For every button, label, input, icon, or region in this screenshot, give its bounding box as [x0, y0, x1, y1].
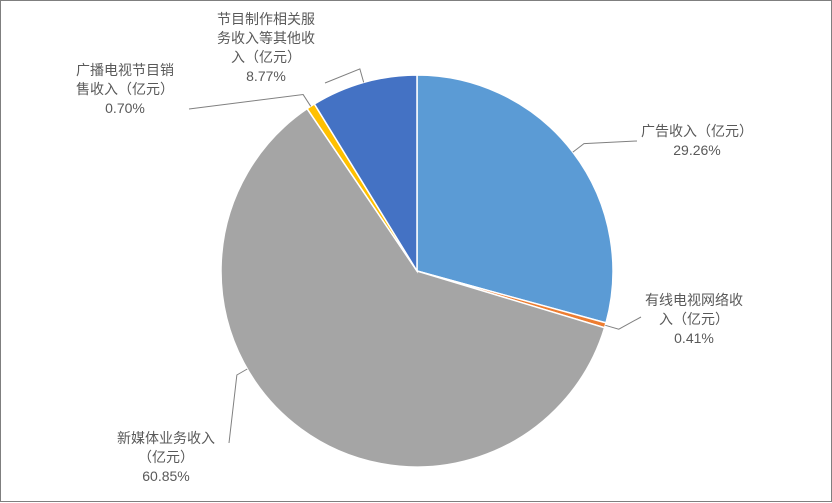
chart-frame: 广告收入（亿元） 29.26% 有线电视网络收 入（亿元） 0.41% 新媒体业…	[0, 0, 832, 502]
slice-label-percent: 60.85%	[117, 467, 215, 486]
leader-line	[229, 369, 247, 443]
slice-label-percent: 29.26%	[641, 141, 753, 160]
leader-line	[573, 141, 637, 152]
slice-label-text: 有线电视网络收	[645, 291, 743, 310]
slice-label-text: 务收入等其他收	[217, 29, 315, 48]
slice-label-text: 入（亿元）	[645, 310, 743, 329]
slice-label-percent: 8.77%	[217, 67, 315, 86]
slice-label-1: 有线电视网络收 入（亿元） 0.41%	[645, 291, 743, 348]
slice-label-0: 广告收入（亿元） 29.26%	[641, 122, 753, 160]
slice-label-3: 广播电视节目销 售收入（亿元） 0.70%	[76, 61, 174, 118]
slice-label-text: 售收入（亿元）	[76, 80, 174, 99]
leader-line	[325, 69, 364, 83]
leader-line	[189, 95, 311, 109]
slice-label-percent: 0.70%	[76, 99, 174, 118]
slice-label-text: 节目制作相关服	[217, 10, 315, 29]
slice-label-text: 广告收入（亿元）	[641, 122, 753, 141]
slice-label-2: 新媒体业务收入 （亿元） 60.85%	[117, 429, 215, 486]
slice-label-text: （亿元）	[117, 448, 215, 467]
slice-label-text: 广播电视节目销	[76, 61, 174, 80]
leader-line	[605, 317, 641, 329]
slice-label-text: 新媒体业务收入	[117, 429, 215, 448]
slice-label-percent: 0.41%	[645, 329, 743, 348]
slice-label-4: 节目制作相关服 务收入等其他收 入（亿元） 8.77%	[217, 10, 315, 86]
slice-label-text: 入（亿元）	[217, 48, 315, 67]
